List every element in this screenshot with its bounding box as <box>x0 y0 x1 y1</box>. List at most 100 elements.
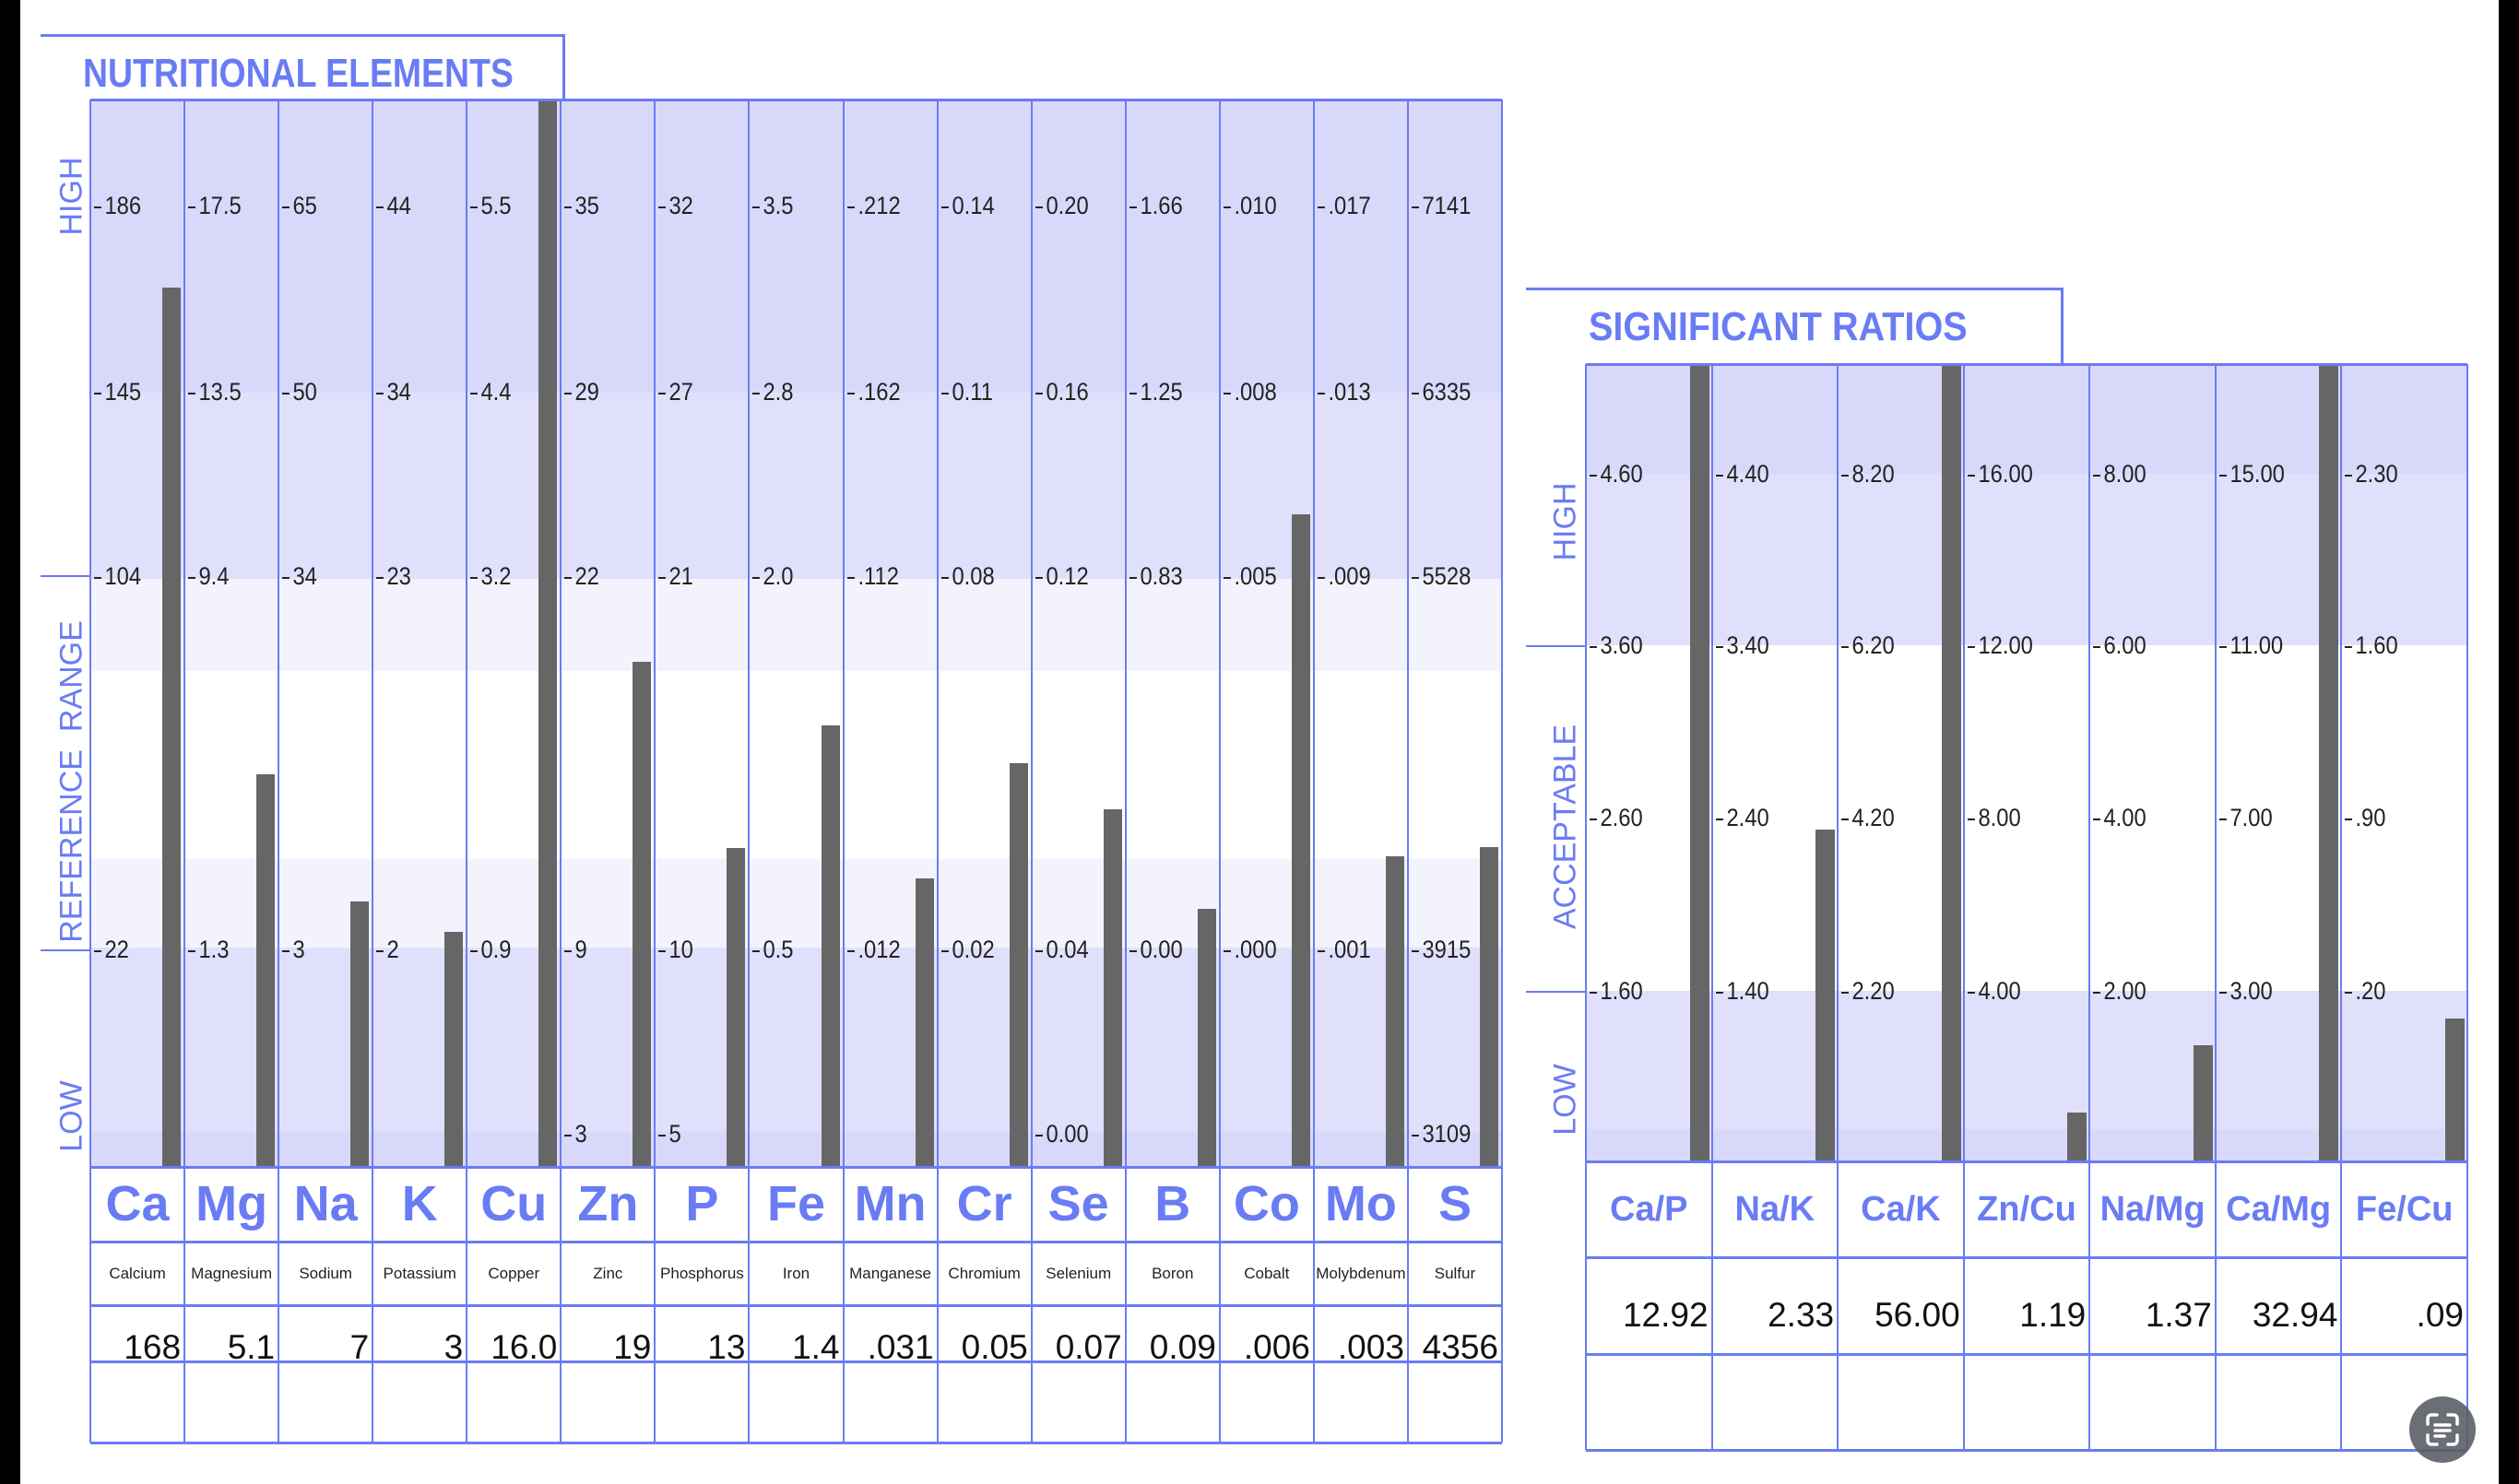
elements-zone-marker <box>41 575 90 577</box>
row-divider <box>1586 1160 2467 1163</box>
tick-label: 3.00 <box>2219 977 2272 1005</box>
zone-band <box>90 1132 1502 1167</box>
tick-label: 22 <box>94 936 128 963</box>
ratios-zone-marker <box>1526 991 1586 993</box>
tick-label: 29 <box>564 378 599 406</box>
tick-label: 1.40 <box>1716 977 1768 1005</box>
zone-label-high: HIGH <box>1547 482 1583 561</box>
tick-label: .20 <box>2345 977 2386 1005</box>
column-divider <box>278 100 279 1443</box>
element-name: Sulfur <box>1434 1265 1476 1282</box>
tick-label: .90 <box>2345 804 2386 831</box>
tick-label: .009 <box>1318 562 1370 590</box>
row-divider <box>90 1442 1502 1444</box>
zone-label-reference-range: REFERENCE RANGE <box>53 620 89 943</box>
tick-label: 0.5 <box>752 936 794 963</box>
tick-label: 2.40 <box>1716 804 1768 831</box>
tick-label: 2.20 <box>1841 977 1895 1005</box>
zone-band <box>90 671 1502 859</box>
tick-label: 0.04 <box>1035 936 1088 963</box>
tick-label: 3915 <box>1412 936 1471 963</box>
tick-label: 0.02 <box>941 936 994 963</box>
tick-label: 22 <box>564 562 599 590</box>
column-divider <box>937 100 939 1443</box>
element-symbol: Cr <box>956 1176 1012 1231</box>
measured-value: 3 <box>443 1328 464 1366</box>
tick-label: 1.60 <box>2345 631 2398 659</box>
tick-label: .010 <box>1224 192 1276 219</box>
tick-label: .013 <box>1318 378 1370 406</box>
tick-label: 0.14 <box>941 192 994 219</box>
element-symbol: Ca <box>105 1176 170 1231</box>
tick-label: 186 <box>94 192 141 219</box>
tick-label: 34 <box>282 562 317 590</box>
measured-value: 12.92 <box>1622 1296 1709 1334</box>
value-bar <box>1291 514 1310 1167</box>
tick-label: 6335 <box>1412 378 1471 406</box>
value-bar <box>1385 855 1404 1167</box>
tick-label: 2 <box>376 936 399 963</box>
tick-label: 4.60 <box>1590 460 1642 488</box>
tick-label: 23 <box>376 562 411 590</box>
row-divider <box>90 1241 1502 1243</box>
column-divider <box>1585 364 1587 1450</box>
ratios-title-box <box>1526 288 2064 366</box>
tick-label: 50 <box>282 378 317 406</box>
row-divider <box>90 99 1502 101</box>
measured-value: 0.09 <box>1149 1328 1216 1366</box>
tick-label: 0.9 <box>470 936 512 963</box>
measured-value: 0.05 <box>961 1328 1028 1366</box>
column-divider <box>1407 100 1409 1443</box>
ratios-zone-marker <box>1526 645 1586 647</box>
tick-label: 44 <box>376 192 411 219</box>
tick-label: 7141 <box>1412 192 1471 219</box>
measured-value: 1.4 <box>792 1328 840 1366</box>
elements-chart: 186 145 104 22 Ca Calcium 168 17.5 13.5 9.4 1.3 Mg M… <box>89 99 1503 1444</box>
row-divider <box>90 1304 1502 1307</box>
column-divider <box>1125 100 1127 1443</box>
tick-label: 2.30 <box>2345 460 2398 488</box>
tick-label: .008 <box>1224 378 1276 406</box>
element-symbol: P <box>685 1176 719 1231</box>
tick-label: 0.12 <box>1035 562 1088 590</box>
tick-label: .112 <box>847 562 898 590</box>
row-divider <box>1586 1449 2467 1452</box>
tick-label: 4.40 <box>1716 460 1768 488</box>
measured-value: .031 <box>867 1328 934 1366</box>
measured-value: 7 <box>349 1328 370 1366</box>
scan-text-icon <box>2426 1413 2459 1446</box>
value-bar <box>727 847 746 1167</box>
element-symbol: B <box>1154 1176 1191 1231</box>
element-symbol: K <box>401 1176 438 1231</box>
measured-value: 1.19 <box>2019 1296 2087 1334</box>
tick-label: 4.00 <box>1968 977 2020 1005</box>
value-bar <box>2319 364 2339 1161</box>
scan-text-button[interactable] <box>2409 1396 2476 1463</box>
element-name: Sodium <box>299 1265 352 1282</box>
tick-label: .012 <box>847 936 900 963</box>
measured-value: .09 <box>2416 1296 2464 1334</box>
value-bar <box>2445 1018 2465 1161</box>
element-name: Iron <box>782 1265 810 1282</box>
element-symbol: Mo <box>1324 1176 1397 1231</box>
tick-label: 27 <box>658 378 693 406</box>
tick-label: 145 <box>94 378 141 406</box>
zone-label-high: HIGH <box>53 157 89 236</box>
column-divider <box>183 100 185 1443</box>
column-divider <box>1313 100 1315 1443</box>
elements-title-box <box>41 34 565 101</box>
measured-value: 5.1 <box>227 1328 276 1366</box>
measured-value: 0.07 <box>1055 1328 1122 1366</box>
tick-label: 10 <box>658 936 693 963</box>
measured-value: 168 <box>124 1328 182 1366</box>
value-bar <box>2067 1113 2087 1161</box>
element-symbol: Fe <box>766 1176 825 1231</box>
tick-label: 16.00 <box>1968 460 2032 488</box>
tick-label: 5.5 <box>470 192 512 219</box>
ratios-title: SIGNIFICANT RATIOS <box>1589 304 1968 349</box>
element-symbol: Na <box>293 1176 358 1231</box>
value-bar <box>444 931 464 1167</box>
ratios-chart: 4.60 3.60 2.60 1.60 Ca/P 12.92 4.40 3.40 2.40 1.4… <box>1585 363 2468 1452</box>
column-divider <box>372 100 373 1443</box>
tick-label: 3109 <box>1412 1120 1471 1148</box>
